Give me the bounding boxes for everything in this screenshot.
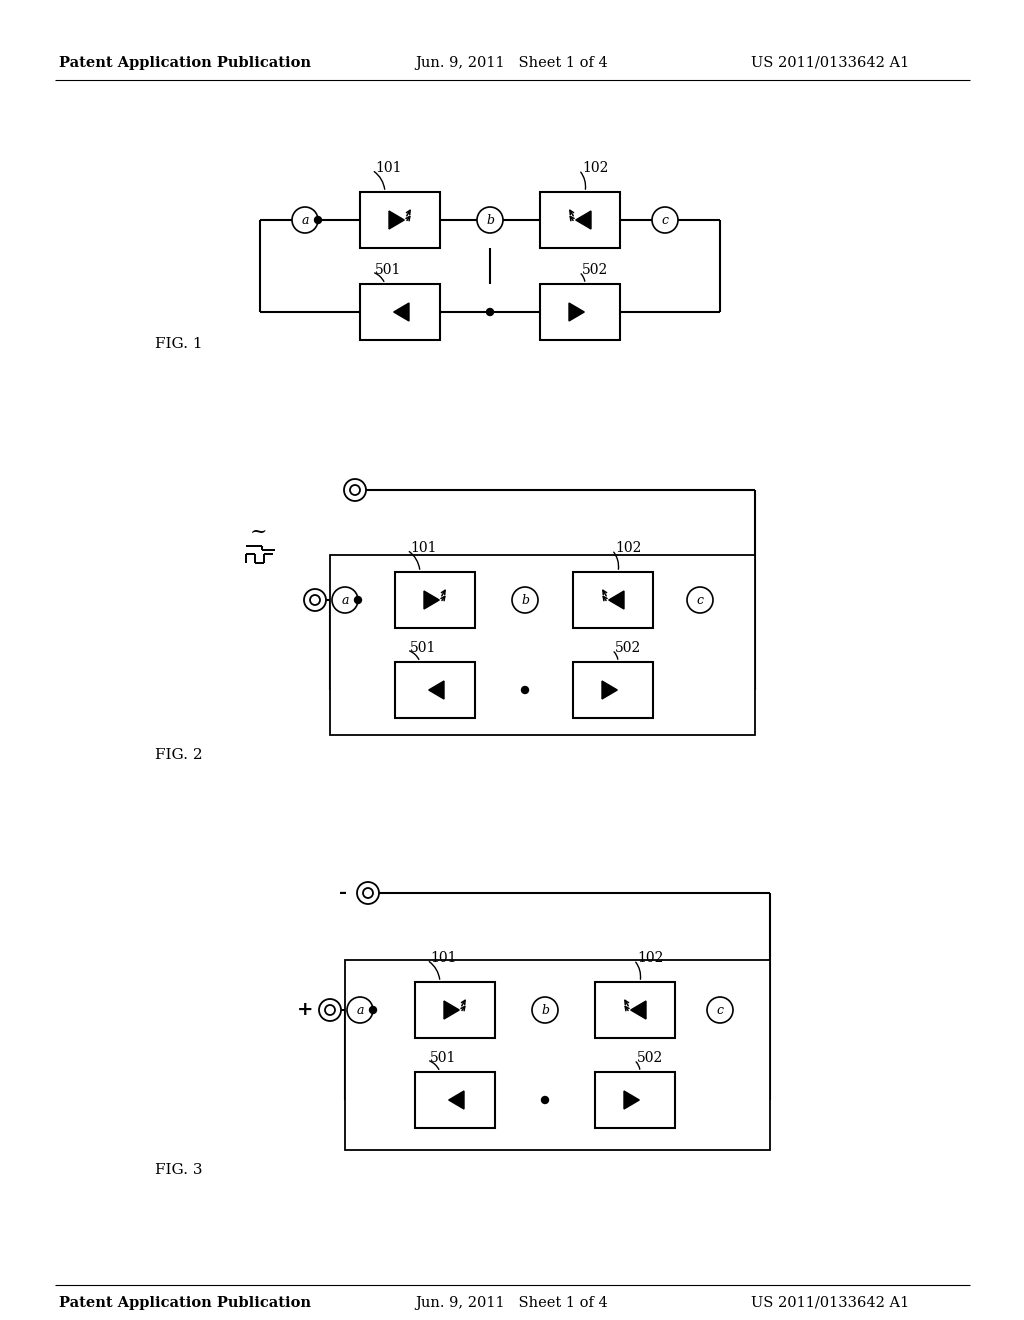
Polygon shape [429,681,444,700]
Text: a: a [301,214,309,227]
Circle shape [292,207,318,234]
Polygon shape [424,591,439,609]
Circle shape [362,888,373,898]
Text: 102: 102 [615,541,641,554]
Text: Jun. 9, 2011   Sheet 1 of 4: Jun. 9, 2011 Sheet 1 of 4 [416,1296,608,1309]
Text: 501: 501 [430,1051,457,1065]
Circle shape [347,997,373,1023]
Circle shape [532,997,558,1023]
Polygon shape [449,1092,464,1109]
Circle shape [542,1097,549,1104]
Circle shape [319,999,341,1020]
Text: b: b [521,594,529,606]
Circle shape [486,309,494,315]
Circle shape [512,587,538,612]
Circle shape [344,479,366,502]
Bar [595,982,675,1038]
Text: a: a [356,1003,364,1016]
Circle shape [521,686,528,693]
Bar [415,982,495,1038]
Text: FIG. 3: FIG. 3 [155,1163,203,1177]
Circle shape [652,207,678,234]
Polygon shape [569,304,585,321]
Polygon shape [389,211,404,228]
Polygon shape [602,681,617,700]
Text: 501: 501 [410,642,436,655]
Text: Patent Application Publication: Patent Application Publication [59,1296,311,1309]
Bar [540,284,620,341]
Text: c: c [662,214,669,227]
Polygon shape [444,1001,460,1019]
Text: FIG. 1: FIG. 1 [155,337,203,351]
Polygon shape [393,304,409,321]
Text: 101: 101 [375,161,401,176]
Bar [345,960,770,1150]
Bar [395,572,475,628]
Text: -: - [339,884,347,902]
Text: 502: 502 [615,642,641,655]
Bar [540,191,620,248]
Circle shape [310,595,319,605]
Polygon shape [624,1092,639,1109]
Text: b: b [541,1003,549,1016]
Circle shape [332,587,358,612]
Text: 102: 102 [582,161,608,176]
Bar [595,1072,675,1129]
Text: 101: 101 [430,950,457,965]
Text: 102: 102 [637,950,664,965]
Text: US 2011/0133642 A1: US 2011/0133642 A1 [751,1296,909,1309]
Circle shape [477,207,503,234]
Text: c: c [696,594,703,606]
Circle shape [357,882,379,904]
Text: Jun. 9, 2011   Sheet 1 of 4: Jun. 9, 2011 Sheet 1 of 4 [416,55,608,70]
Text: 101: 101 [410,541,436,554]
Circle shape [325,1005,335,1015]
Bar [573,663,653,718]
Text: Patent Application Publication: Patent Application Publication [59,55,311,70]
Bar [330,554,755,735]
Polygon shape [575,211,591,228]
Text: 501: 501 [375,263,401,277]
Polygon shape [608,591,624,609]
Text: a: a [341,594,349,606]
Bar [360,284,440,341]
Circle shape [350,484,360,495]
Text: c: c [717,1003,724,1016]
Circle shape [370,1006,377,1014]
Bar [573,572,653,628]
Text: 502: 502 [582,263,608,277]
Text: FIG. 2: FIG. 2 [155,748,203,762]
Bar [415,1072,495,1129]
Circle shape [707,997,733,1023]
Circle shape [304,589,326,611]
Polygon shape [631,1001,646,1019]
Circle shape [354,597,361,603]
Text: US 2011/0133642 A1: US 2011/0133642 A1 [751,55,909,70]
Text: +: + [297,1001,313,1019]
Circle shape [314,216,322,223]
Text: b: b [486,214,494,227]
Bar [360,191,440,248]
Bar [395,663,475,718]
Circle shape [687,587,713,612]
Text: ~: ~ [249,523,266,541]
Text: 502: 502 [637,1051,664,1065]
